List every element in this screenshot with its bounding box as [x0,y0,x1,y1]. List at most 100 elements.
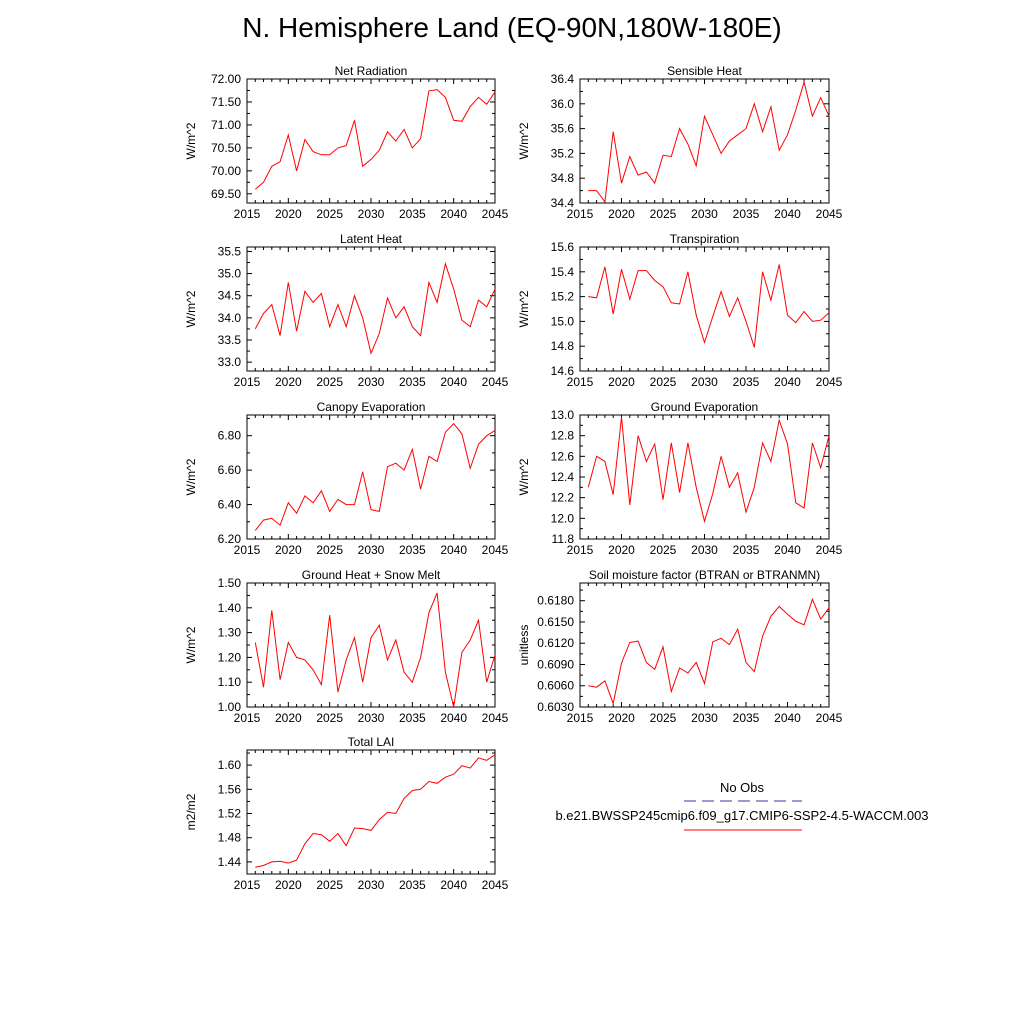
y-tick-label: 0.6030 [537,700,574,714]
x-tick-label: 2045 [816,711,843,725]
x-tick-label: 2030 [358,207,385,221]
x-tick-label: 2035 [399,207,426,221]
x-tick-label: 2030 [358,878,385,892]
x-tick-label: 2035 [399,878,426,892]
y-tick-label: 70.00 [211,164,241,178]
panel-title: Latent Heat [340,232,403,246]
y-tick-label: 6.60 [218,463,242,477]
x-tick-label: 2040 [440,878,467,892]
y-axis-label: W/m^2 [184,626,198,663]
panel-6: Ground Heat + Snow Melt W/m^2 2015 2020 2025… [184,568,509,725]
y-axis-label: W/m^2 [517,122,531,159]
x-tick-label: 2045 [482,878,509,892]
panel-3: Transpiration W/m^2 2015 2020 2025 2030 2035 20… [517,232,843,389]
y-tick-label: 1.10 [218,675,242,689]
panel-4: Canopy Evaporation W/m^2 2015 2020 2025 2030 2… [184,400,509,557]
x-tick-label: 2040 [774,711,801,725]
panel-title: Ground Heat + Snow Melt [302,568,441,582]
x-tick-label: 2035 [733,711,760,725]
x-tick-label: 2040 [440,207,467,221]
x-tick-label: 2035 [399,543,426,557]
y-axis-label: W/m^2 [184,458,198,495]
series-line [254,422,496,531]
panel-title: Sensible Heat [667,64,742,78]
x-tick-label: 2040 [774,375,801,389]
x-tick-label: 2030 [691,711,718,725]
x-tick-label: 2020 [275,711,302,725]
x-tick-label: 2040 [440,375,467,389]
y-tick-label: 15.0 [551,314,575,328]
y-tick-label: 34.5 [218,289,242,303]
x-tick-label: 2020 [608,207,635,221]
x-tick-label: 2020 [608,375,635,389]
x-tick-label: 2030 [691,375,718,389]
series-line [254,592,496,708]
panel-1: Sensible Heat W/m^2 2015 2020 2025 2030 2035 20… [517,64,843,221]
panel-title: Transpiration [670,232,740,246]
x-tick-label: 2040 [774,207,801,221]
y-tick-label: 69.50 [211,187,241,201]
x-tick-label: 2015 [567,543,594,557]
panel-5: Ground Evaporation W/m^2 2015 2020 2025 2030 2… [517,400,843,557]
y-tick-label: 6.80 [218,429,242,443]
x-tick-label: 2035 [399,375,426,389]
y-tick-label: 12.0 [551,511,575,525]
x-tick-label: 2045 [482,375,509,389]
y-tick-label: 35.5 [218,244,242,258]
y-tick-label: 70.50 [211,141,241,155]
plot-grid: Net Radiation W/m^2 2015 2020 2025 2030 2035 20… [184,64,843,892]
x-tick-label: 2015 [234,207,261,221]
x-tick-label: 2045 [482,207,509,221]
series-line [254,89,496,190]
series-line [255,754,496,868]
legend: No Obs b.e21.BWSSP245cmip6.f09_g17.CMIP6… [555,780,929,831]
y-tick-label: 14.6 [551,364,575,378]
x-tick-label: 2020 [275,375,302,389]
x-tick-label: 2030 [691,543,718,557]
y-tick-label: 11.8 [552,532,575,546]
series-line [588,264,830,348]
x-tick-label: 2025 [650,375,677,389]
y-tick-label: 0.6060 [537,679,574,693]
y-axis-label: W/m^2 [184,290,198,327]
y-tick-label: 6.20 [218,532,242,546]
x-tick-label: 2040 [774,543,801,557]
y-axis-label: unitless [517,625,531,666]
x-tick-label: 2030 [358,543,385,557]
x-tick-label: 2040 [440,543,467,557]
x-tick-label: 2035 [733,543,760,557]
y-tick-label: 12.8 [551,429,575,443]
legend-obs-label: No Obs [720,780,765,795]
y-tick-label: 1.50 [218,576,242,590]
figure-title: N. Hemisphere Land (EQ-90N,180W-180E) [242,12,782,43]
y-tick-label: 1.40 [218,601,242,615]
x-tick-label: 2045 [482,543,509,557]
y-axis-label: W/m^2 [517,290,531,327]
y-tick-label: 0.6180 [537,594,574,608]
x-tick-label: 2025 [316,207,343,221]
panel-title: Canopy Evaporation [317,400,426,414]
y-tick-label: 1.00 [218,700,242,714]
y-tick-label: 72.00 [211,72,241,86]
y-tick-label: 35.6 [551,122,575,136]
x-tick-label: 2015 [234,543,261,557]
y-tick-label: 12.6 [551,449,575,463]
panel-title: Ground Evaporation [651,400,758,414]
y-tick-label: 33.5 [218,333,242,347]
x-tick-label: 2025 [316,375,343,389]
y-tick-label: 35.0 [218,267,242,281]
y-tick-label: 1.60 [218,758,242,772]
x-tick-label: 2015 [234,878,261,892]
panel-title: Total LAI [348,735,395,749]
plot-frame [246,414,496,540]
y-tick-label: 0.6150 [537,615,574,629]
panel-2: Latent Heat W/m^2 2015 2020 2025 2030 2035 2040… [184,232,509,389]
x-tick-label: 2045 [816,375,843,389]
y-tick-label: 0.6120 [537,636,574,650]
y-axis-label: W/m^2 [184,122,198,159]
x-tick-label: 2035 [733,375,760,389]
y-tick-label: 1.52 [218,807,242,821]
x-tick-label: 2045 [816,207,843,221]
plot-frame [246,749,496,875]
